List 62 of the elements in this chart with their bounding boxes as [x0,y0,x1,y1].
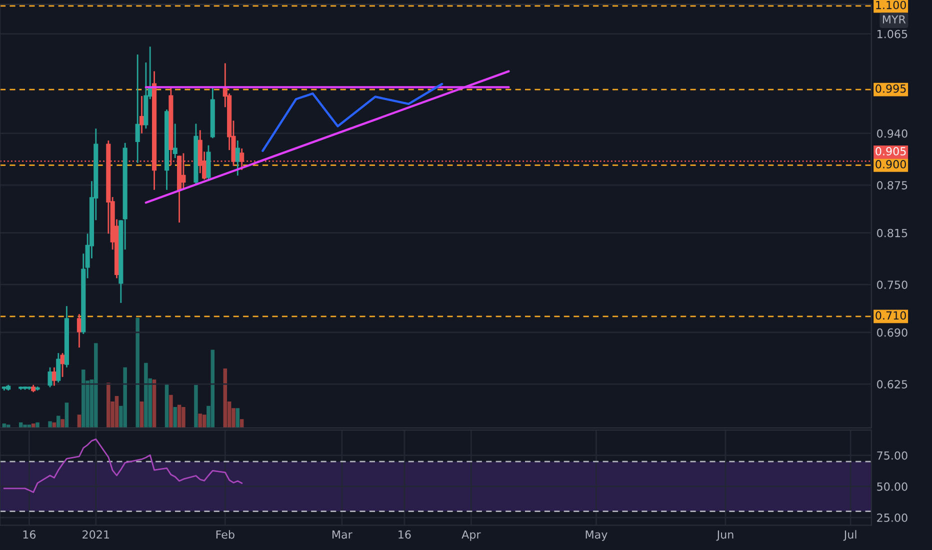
x-tick-label: 16 [23,530,36,539]
ref-line-label: 1.100 [876,0,906,10]
ref-line-label: 0.905 [876,147,906,156]
x-tick-label: 2021 [82,530,110,539]
bar [164,384,169,428]
y-tick-label: 0.750 [877,280,908,289]
line-series [3,438,243,493]
y-tick-label: 75.00 [877,451,908,460]
y-tick-label: 1.065 [878,30,908,38]
candlestick [139,95,144,134]
bar [173,406,177,428]
y-tick-label: 0.690 [877,328,908,337]
x-tick-label: Jul [843,530,856,541]
bar [36,422,40,428]
line-series [262,82,444,152]
bar [236,408,240,428]
y-tick-label: 0.625 [877,380,908,388]
bar [198,414,202,428]
bar [123,367,127,428]
bar [144,362,148,428]
y-tick-label: 50.00 [877,482,908,491]
bar [223,368,228,428]
candlestick [235,140,240,176]
bar [48,421,52,428]
bar [23,424,27,428]
candlestick [56,352,61,384]
bar [94,343,98,428]
y-tick-label: 0.875 [877,181,908,190]
x-tick-label: Jun [716,530,734,541]
bar [202,414,206,428]
candlestick [76,313,82,348]
bar [82,370,86,428]
bar [114,396,119,428]
bar [194,384,198,428]
y-tick-label: 25.00 [877,514,908,522]
ref-line-label: 0.995 [876,84,906,93]
candlestick [172,123,178,159]
bar [60,419,64,428]
y-tick-label: 0.815 [877,228,908,238]
bar [106,382,110,428]
bar [240,419,244,428]
y-tick-label: 0.940 [877,129,908,138]
ref-line-label: 0.900 [876,160,906,168]
bar [136,318,140,428]
bar [177,404,182,428]
candlestick [135,54,140,164]
candlestick [52,366,56,386]
bar [152,379,156,428]
bar [210,350,215,428]
bar [169,394,173,428]
text: MYR [882,15,906,24]
x-tick-label: May [586,530,608,541]
bar [140,401,144,428]
ref-line-label: 0.710 [876,311,906,320]
candlestick [48,366,52,388]
bar [77,414,82,428]
x-tick-label: Mar [332,530,352,539]
x-tick-label: 16 [398,530,411,539]
bar [182,406,186,428]
x-tick-label: Feb [216,530,234,539]
bar [64,402,69,428]
x-tick-label: Apr [462,530,481,541]
